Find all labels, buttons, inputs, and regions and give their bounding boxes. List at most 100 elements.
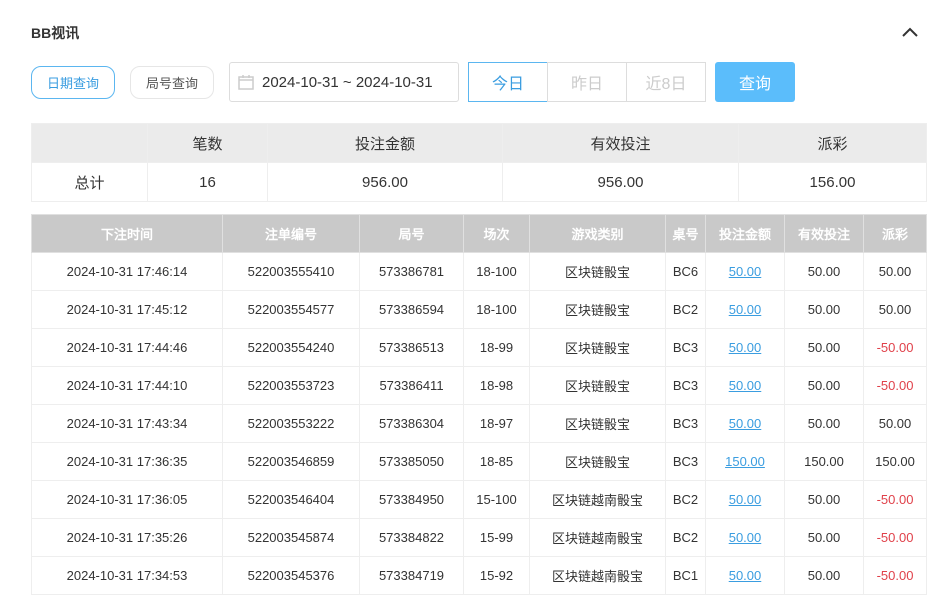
table-cell: 573386304 [359, 404, 464, 443]
cell-value: 区块链骰宝 [564, 265, 630, 280]
table-cell: 50.00 [863, 404, 927, 443]
cell-value: 区块链骰宝 [564, 417, 630, 432]
cell-value: 50.00 [878, 302, 912, 317]
cell-value: 522003555410 [247, 264, 335, 279]
table-cell: 50.00 [705, 366, 785, 405]
table-cell: 573386781 [359, 252, 464, 291]
summary-cell: 总计 [31, 162, 148, 202]
column-header: 游戏类别 [529, 214, 666, 253]
date-range-value: 2024-10-31 ~ 2024-10-31 [262, 73, 433, 91]
cell-value: 522003554577 [247, 302, 335, 317]
table-cell: 15-100 [463, 480, 530, 519]
table-cell: 18-100 [463, 290, 530, 329]
cell-value: 573384822 [378, 530, 445, 545]
table-cell: 18-85 [463, 442, 530, 481]
date-range-input[interactable]: 2024-10-31 ~ 2024-10-31 [229, 62, 459, 102]
cell-value: BC2 [672, 492, 699, 507]
bet-amount-link[interactable]: 50.00 [728, 378, 762, 393]
page-title: BB视讯 [31, 25, 80, 41]
cell-value: -50.00 [876, 340, 914, 355]
table-cell: 50.00 [705, 252, 785, 291]
cell-value: 50.00 [807, 340, 841, 355]
table-cell: 区块链越南骰宝 [529, 518, 666, 557]
cell-value: BC3 [672, 378, 699, 393]
table-cell: 区块链骰宝 [529, 290, 666, 329]
table-cell: BC2 [665, 290, 706, 329]
table-cell: 2024-10-31 17:35:26 [31, 518, 223, 557]
bet-amount-link[interactable]: 50.00 [728, 492, 762, 507]
table-cell: BC3 [665, 328, 706, 367]
cell-value: 522003546859 [247, 454, 335, 469]
table-cell: 2024-10-31 17:43:34 [31, 404, 223, 443]
table-cell: 522003555410 [222, 252, 360, 291]
bet-amount-link[interactable]: 50.00 [728, 302, 762, 317]
bet-amount-link[interactable]: 50.00 [728, 416, 762, 431]
column-header: 下注时间 [31, 214, 223, 253]
summary-header: 有效投注 [502, 123, 739, 163]
table-cell: 50.00 [784, 366, 864, 405]
cell-value: 573386781 [378, 264, 445, 279]
summary-header [31, 123, 148, 163]
cell-value: 573386411 [379, 378, 444, 393]
cell-value: BC6 [672, 264, 699, 279]
cell-value: 50.00 [878, 416, 912, 431]
cell-value: 2024-10-31 17:44:46 [66, 340, 188, 355]
table-cell: 150.00 [705, 442, 785, 481]
table-cell: BC3 [665, 442, 706, 481]
table-cell: 18-100 [463, 252, 530, 291]
summary-header-row: 笔数 投注金额 有效投注 派彩 [31, 123, 927, 163]
chevron-up-icon[interactable] [900, 22, 920, 42]
bet-amount-link[interactable]: 150.00 [725, 454, 765, 469]
table-cell: 2024-10-31 17:45:12 [31, 290, 223, 329]
table-cell: 573385050 [359, 442, 464, 481]
cell-value: 50.00 [807, 302, 841, 317]
bet-amount-link[interactable]: 50.00 [728, 340, 762, 355]
table-cell: 50.00 [784, 404, 864, 443]
cell-value: 18-99 [479, 340, 514, 355]
table-cell: 50.00 [784, 328, 864, 367]
table-cell: 区块链骰宝 [529, 442, 666, 481]
table-row: 2024-10-31 17:36:35 522003546859 573385050… [31, 442, 927, 481]
cell-value: 573386594 [378, 302, 445, 317]
cell-value: 2024-10-31 17:45:12 [66, 302, 188, 317]
table-cell: BC3 [665, 404, 706, 443]
cell-value: 522003553222 [247, 416, 335, 431]
table-cell: 573386594 [359, 290, 464, 329]
table-cell: 150.00 [863, 442, 927, 481]
cell-value: 2024-10-31 17:36:05 [66, 492, 188, 507]
yesterday-button[interactable]: 昨日 [547, 62, 627, 102]
last-8-days-button[interactable]: 近8日 [626, 62, 706, 102]
round-query-tab[interactable]: 局号查询 [130, 66, 214, 99]
table-row: 2024-10-31 17:35:26 522003545874 573384822… [31, 518, 927, 557]
table-cell: 573384822 [359, 518, 464, 557]
table-cell: 50.00 [705, 518, 785, 557]
table-cell: 50.00 [784, 480, 864, 519]
cell-value: 2024-10-31 17:36:35 [66, 454, 188, 469]
date-query-tab[interactable]: 日期查询 [31, 66, 115, 99]
column-header: 场次 [463, 214, 530, 253]
cell-value: 522003545874 [247, 530, 335, 545]
table-cell: BC2 [665, 480, 706, 519]
table-cell: 2024-10-31 17:36:05 [31, 480, 223, 519]
today-button[interactable]: 今日 [468, 62, 548, 102]
table-row: 2024-10-31 17:45:12 522003554577 573386594… [31, 290, 927, 329]
column-header: 注单编号 [222, 214, 360, 253]
bet-amount-link[interactable]: 50.00 [728, 264, 762, 279]
table-cell: -50.00 [863, 480, 927, 519]
query-button[interactable]: 查询 [715, 62, 795, 102]
table-cell: 50.00 [705, 328, 785, 367]
table-row: 2024-10-31 17:44:10 522003553723 573386411… [31, 366, 927, 405]
table-cell: -50.00 [863, 328, 927, 367]
table-cell: 区块链骰宝 [529, 404, 666, 443]
table-cell: -50.00 [863, 366, 927, 405]
cell-value: BC2 [672, 302, 699, 317]
table-cell: 50.00 [784, 518, 864, 557]
table-row: 2024-10-31 17:46:14 522003555410 573386781… [31, 252, 927, 291]
summary-cell: 956.00 [502, 162, 739, 202]
bet-amount-link[interactable]: 50.00 [728, 530, 762, 545]
table-cell: 522003545874 [222, 518, 360, 557]
table-cell: 区块链骰宝 [529, 328, 666, 367]
table-cell: 573386513 [359, 328, 464, 367]
table-row: 2024-10-31 17:36:05 522003546404 573384950… [31, 480, 927, 519]
cell-value: 573386513 [378, 340, 445, 355]
